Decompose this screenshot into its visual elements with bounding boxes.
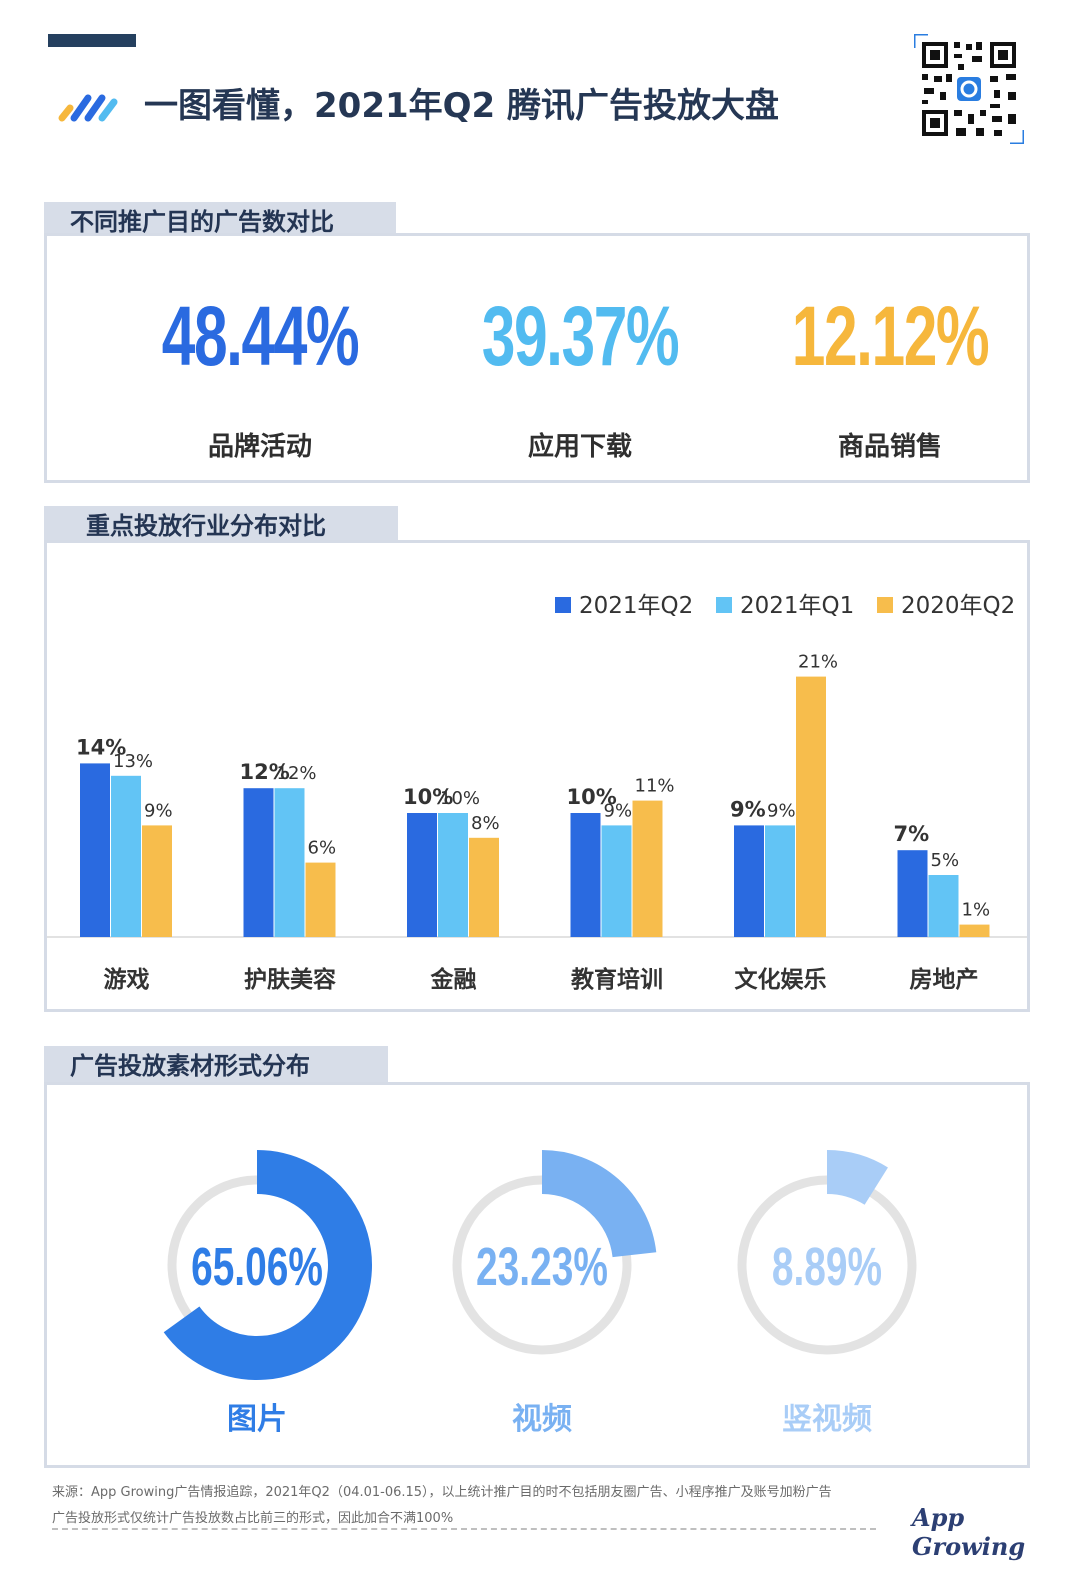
data-label: 10% <box>403 785 453 809</box>
data-label: 9% <box>767 800 796 821</box>
format-panel: 65.06% 图片 23.23% 视频 8.89% 竖视频 <box>44 1082 1030 1468</box>
data-label: 9% <box>144 800 173 821</box>
category-label: 金融 <box>430 966 477 993</box>
category-label: 文化娱乐 <box>735 966 827 993</box>
data-label: 8% <box>471 813 500 834</box>
purpose-value: 39.37% <box>481 289 680 383</box>
donut-category-label: 竖视频 <box>782 1402 872 1437</box>
purpose-stat-product-sales: 12.12% 商品销售 <box>735 294 1045 463</box>
data-label: 10% <box>440 788 480 809</box>
data-label: 11% <box>635 776 675 797</box>
category-label: 游戏 <box>104 966 150 993</box>
data-label: 9% <box>604 800 633 821</box>
bar <box>928 875 959 937</box>
donut-value: 65.06% <box>191 1236 323 1297</box>
purpose-label: 商品销售 <box>837 432 942 462</box>
section-title-format: 广告投放素材形式分布 <box>70 1052 310 1080</box>
data-label: 5% <box>931 850 960 871</box>
legend-swatch <box>555 597 571 613</box>
data-label: 12% <box>277 763 317 784</box>
qr-code-icon[interactable] <box>914 34 1024 144</box>
purpose-label: 品牌活动 <box>207 432 312 462</box>
data-label: 13% <box>113 751 153 772</box>
category-label: 教育培训 <box>571 966 663 993</box>
bar <box>959 924 990 937</box>
bar <box>80 763 110 937</box>
donut-value: 8.89% <box>772 1236 882 1297</box>
format-note: 广告投放形式仅统计广告投放数占比前三的形式，因此加合不满100% <box>52 1511 454 1526</box>
bar <box>142 825 172 937</box>
bar <box>243 788 274 937</box>
brand-logo: App Growing <box>912 1503 1026 1561</box>
section-title-purpose: 不同推广目的广告数对比 <box>70 208 334 236</box>
donut-category-label: 视频 <box>512 1402 572 1437</box>
data-label: 6% <box>308 838 337 859</box>
legend-label: 2020年Q2 <box>901 593 1015 619</box>
purpose-value: 12.12% <box>791 289 990 383</box>
bar <box>305 862 336 937</box>
purpose-stat-app-download: 39.37% 应用下载 <box>425 294 735 463</box>
purpose-value: 48.44% <box>161 289 360 383</box>
footer-divider <box>52 1528 876 1530</box>
app-growing-logo-icon <box>58 94 118 122</box>
bar <box>765 825 795 937</box>
legend-swatch <box>716 597 732 613</box>
bar <box>111 775 141 937</box>
purpose-panel: 48.44% 品牌活动 39.37% 应用下载 12.12% 商品销售 <box>44 233 1030 483</box>
data-label: 1% <box>962 900 991 921</box>
section-title-industry: 重点投放行业分布对比 <box>86 512 326 540</box>
category-label: 房地产 <box>910 966 979 993</box>
format-donut-chart: 65.06% 图片 23.23% 视频 8.89% 竖视频 <box>163 1150 917 1437</box>
bar <box>274 788 305 937</box>
bar <box>734 825 764 937</box>
legend-label: 2021年Q2 <box>579 593 693 619</box>
data-label: 9% <box>730 797 766 821</box>
bar <box>570 813 601 937</box>
bar <box>601 825 632 937</box>
legend-swatch <box>877 597 893 613</box>
data-label: 7% <box>894 822 930 846</box>
donut-slice <box>541 1150 657 1258</box>
legend-label: 2021年Q1 <box>740 593 854 619</box>
source-note: 来源：App Growing广告情报追踪，2021年Q2（04.01-06.15… <box>52 1485 832 1500</box>
bar <box>407 813 437 937</box>
data-label: 21% <box>798 652 838 673</box>
bar <box>469 837 499 937</box>
page-title: 一图看懂，2021年Q2 腾讯广告投放大盘 <box>144 86 780 126</box>
industry-bar-chart: 2021年Q2 2021年Q1 2020年Q2 14%13% 9% 游戏 12%12% 6% 护… <box>47 593 1027 993</box>
donut-slice <box>826 1150 888 1206</box>
donut-value: 23.23% <box>476 1236 608 1297</box>
top-accent-bar <box>48 34 136 47</box>
bar <box>897 850 928 937</box>
bar <box>438 813 468 937</box>
section-tab-industry: 重点投放行业分布对比 <box>44 506 398 546</box>
data-label: 10% <box>567 785 617 809</box>
data-label: 14% <box>76 735 126 759</box>
donut-slice <box>163 1150 372 1380</box>
industry-panel: 2021年Q2 2021年Q1 2020年Q2 14% 13% 9% 游戏 12% 12% 6% 护… <box>44 540 1030 1012</box>
donut-category-label: 图片 <box>227 1402 287 1437</box>
section-tab-format: 广告投放素材形式分布 <box>44 1046 388 1086</box>
purpose-label: 应用下载 <box>527 432 632 462</box>
data-label: 12% <box>240 760 290 784</box>
category-label: 护肤美容 <box>244 966 336 993</box>
bar <box>632 800 663 937</box>
purpose-stat-brand: 48.44% 品牌活动 <box>105 294 415 463</box>
bar <box>796 676 826 937</box>
